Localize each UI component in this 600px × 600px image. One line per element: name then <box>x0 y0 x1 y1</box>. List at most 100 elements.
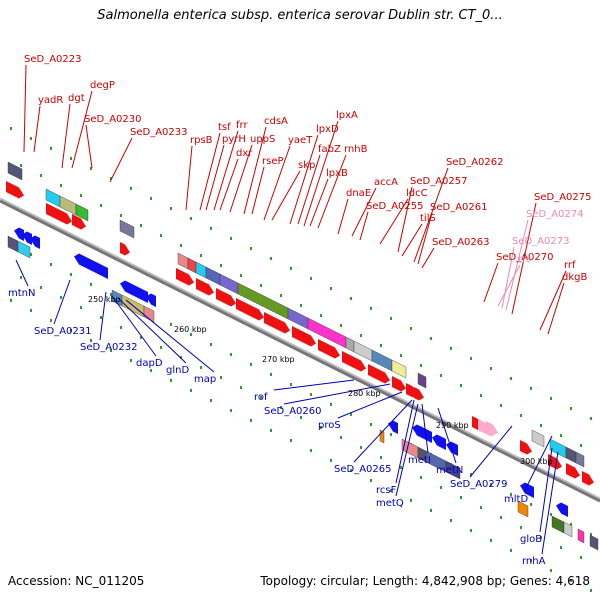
tick-mark <box>500 516 502 519</box>
tick-mark <box>380 344 382 347</box>
tick-mark <box>20 164 22 167</box>
tick-mark <box>130 359 132 362</box>
forward-gene-label: yadR <box>38 95 63 106</box>
tick-mark <box>290 439 292 442</box>
leader-line <box>539 270 567 331</box>
tick-mark <box>170 323 172 326</box>
tick-mark <box>310 277 312 280</box>
leader-line <box>117 297 187 364</box>
forward-gene-label: SeD_A0262 <box>446 157 504 168</box>
tick-mark <box>400 354 402 357</box>
tick-mark <box>180 244 182 247</box>
forward-gene-block <box>219 273 239 295</box>
forward-gene-label: rnhB <box>344 144 368 155</box>
tick-mark <box>290 383 292 386</box>
reverse-gene-arrow <box>146 293 156 307</box>
forward-gene-block <box>345 336 355 353</box>
leader-line <box>523 435 553 493</box>
leader-line <box>505 219 529 311</box>
label-leader-lines <box>15 64 567 555</box>
forward-gene-label: dkgB <box>562 272 587 283</box>
leader-line <box>71 90 93 169</box>
forward-gene-label: rrf <box>564 260 576 271</box>
tick-mark <box>120 214 122 217</box>
reverse-gene-label: SeD_A0279 <box>450 479 508 490</box>
reverse-gene-label: metI <box>408 455 431 466</box>
forward-gene-label: SeD_A0263 <box>432 237 490 248</box>
forward-gene-label: uppS <box>250 134 275 145</box>
tick-mark <box>230 353 232 356</box>
reverse-gene-label: SeD_A0260 <box>264 406 322 417</box>
scale-label: 270 kbp <box>262 355 295 364</box>
tick-mark <box>510 493 512 496</box>
reverse-gene-label: proS <box>318 420 341 431</box>
tick-mark <box>230 237 232 240</box>
tick-mark <box>550 569 552 572</box>
tick-mark <box>90 283 92 286</box>
tick-mark <box>470 473 472 476</box>
tick-mark <box>190 217 192 220</box>
forward-gene-block <box>531 429 545 448</box>
tick-mark <box>90 167 92 170</box>
leader-line <box>469 425 513 478</box>
tick-mark <box>330 403 332 406</box>
leader-line <box>437 407 457 464</box>
tick-mark <box>170 379 172 382</box>
leader-line <box>53 279 71 325</box>
tick-mark <box>300 416 302 419</box>
tick-mark <box>370 423 372 426</box>
forward-gene-block <box>119 219 135 239</box>
tick-mark <box>110 177 112 180</box>
reverse-gene-label: SeD_A0265 <box>334 464 392 475</box>
tick-mark <box>340 324 342 327</box>
tick-mark <box>280 406 282 409</box>
tick-mark <box>550 397 552 400</box>
tick-mark <box>450 519 452 522</box>
leader-line <box>353 399 413 463</box>
forward-gene-block <box>7 161 23 181</box>
forward-gene-label: lpxB <box>326 168 348 179</box>
reverse-gene-label: mtnN <box>8 288 35 299</box>
forward-gene-label: ldcC <box>406 188 428 199</box>
tick-mark <box>280 294 282 297</box>
tick-mark <box>400 466 402 469</box>
reverse-gene-label: gloB <box>520 534 542 545</box>
forward-gene-block <box>287 307 309 330</box>
forward-gene-block <box>205 266 221 286</box>
tick-mark <box>460 384 462 387</box>
tick-mark <box>10 127 12 130</box>
tick-mark <box>190 389 192 392</box>
map-title: Salmonella enterica subsp. enterica sero… <box>97 8 503 23</box>
tick-mark <box>210 227 212 230</box>
forward-gene-arrow <box>582 471 594 486</box>
reverse-gene-arrow <box>412 424 432 443</box>
reverse-gene-label: rnhA <box>522 556 546 567</box>
leader-line <box>359 211 369 241</box>
tick-mark <box>330 287 332 290</box>
forward-gene-label: cdsA <box>264 116 288 127</box>
leader-line <box>539 447 553 533</box>
tick-mark <box>590 533 592 536</box>
leader-line <box>219 158 239 211</box>
leader-line <box>289 134 319 225</box>
forward-gene-label: rrs <box>518 254 531 265</box>
reverse-gene-arrow <box>446 441 458 456</box>
forward-gene-label: lpxA <box>336 110 358 121</box>
tick-mark <box>420 476 422 479</box>
leader-line <box>397 186 413 253</box>
tick-mark <box>480 394 482 397</box>
tick-mark <box>20 276 22 279</box>
tick-mark <box>430 509 432 512</box>
leader-line <box>395 399 415 484</box>
leader-line <box>271 170 301 221</box>
tick-mark <box>340 436 342 439</box>
leader-line <box>229 144 253 213</box>
tick-mark <box>210 343 212 346</box>
leader-line <box>297 154 321 225</box>
tick-mark <box>110 349 112 352</box>
axis-highlight <box>0 197 600 501</box>
tick-mark <box>520 414 522 417</box>
forward-gene-arrow <box>196 278 214 296</box>
tick-mark <box>370 479 372 482</box>
tick-mark <box>320 314 322 317</box>
